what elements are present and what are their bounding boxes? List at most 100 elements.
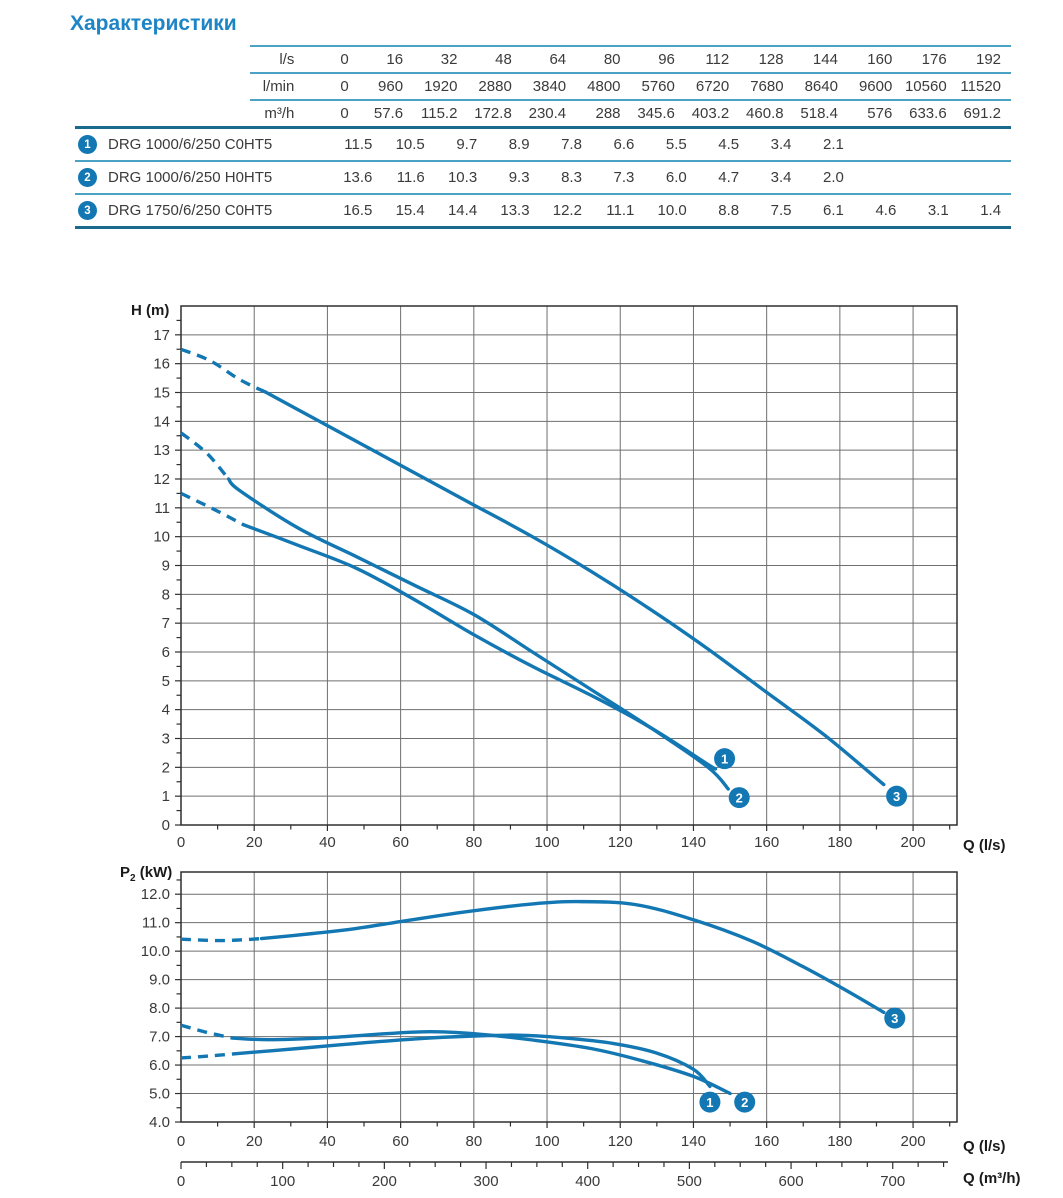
y-tick-label: 6 <box>162 644 170 661</box>
pump-row: 3 DRG 1750/6/250 C0HT5 16.5 15.4 14.4 13.3 12.… <box>75 193 1011 226</box>
pump-model-text: DRG 1000/6/250 C0HT5 <box>108 136 273 153</box>
unit-value: 8640 <box>793 72 848 99</box>
flow-axis-title-ls-top: Q (l/s) <box>963 837 1006 854</box>
pump-name: 2 DRG 1000/6/250 H0HT5 <box>75 168 330 187</box>
head-chart: 0 20 40 60 80 100 120 140 160 180 2000123456789101… <box>153 305 958 851</box>
unit-value: 160 <box>847 45 903 72</box>
y-tick-label: 11 <box>154 500 170 517</box>
unit-value: 172.8 <box>467 99 522 126</box>
y-tick-label: 3 <box>162 731 170 748</box>
unit-value: 4800 <box>576 72 631 99</box>
x-tick-label: 0 <box>177 1133 185 1150</box>
x2-tick-label: 500 <box>677 1173 702 1190</box>
head-value: 15.4 <box>395 202 425 219</box>
x-tick-label: 100 <box>535 834 560 851</box>
x2-tick-label: 400 <box>575 1173 600 1190</box>
y-tick-label: 5 <box>162 673 170 690</box>
unit-value: 128 <box>739 45 794 72</box>
unit-label: l/s <box>250 45 305 72</box>
x-tick-label: 160 <box>754 834 779 851</box>
unit-value: 144 <box>793 45 848 72</box>
flow-axis-title-ls-bottom: Q (l/s) <box>963 1138 1006 1155</box>
head-value: 10.5 <box>395 136 425 153</box>
curve-marker-label: 2 <box>736 790 743 805</box>
unit-value: 16 <box>358 45 414 72</box>
unit-value: 518.4 <box>793 99 848 126</box>
curve-1-dashed <box>180 491 244 527</box>
pump-name: 1 DRG 1000/6/250 C0HT5 <box>75 135 330 154</box>
head-value: 4.7 <box>718 169 740 186</box>
head-value: 8.3 <box>561 169 582 186</box>
y-tick-label: 9 <box>162 558 170 575</box>
head-value: 4.6 <box>875 202 897 219</box>
x-tick-label: 20 <box>246 834 263 851</box>
unit-value: 633.6 <box>902 99 957 126</box>
head-value: 12.2 <box>552 202 582 219</box>
unit-value: 115.2 <box>413 99 468 126</box>
curve-3 <box>263 390 886 787</box>
unit-value: 48 <box>467 45 522 72</box>
x-tick-label: 120 <box>608 1133 633 1150</box>
curve-1-dashed <box>180 1052 237 1060</box>
x-tick-label: 160 <box>754 1133 779 1150</box>
characteristics-table: l/s 0 16 32 48 64 80 96 112 128 144 160 176 192 l/min 0… <box>75 45 1012 229</box>
x-tick-label: 200 <box>901 834 926 851</box>
y-tick-label: 12 <box>153 471 170 488</box>
y-tick-label: 13 <box>153 442 170 459</box>
curve-1 <box>234 1033 712 1089</box>
pump-model-text: DRG 1750/6/250 C0HT5 <box>108 202 273 219</box>
x2-tick-label: 0 <box>177 1173 185 1190</box>
unit-value: 288 <box>576 99 631 126</box>
pump-number-badge-1: 1 <box>78 135 97 154</box>
x-tick-label: 60 <box>392 1133 409 1150</box>
curve-marker-label: 1 <box>706 1095 713 1110</box>
unit-value: 96 <box>630 45 685 72</box>
unit-value: 691.2 <box>956 99 1012 126</box>
head-value: 3.1 <box>927 202 949 219</box>
x-tick-label: 100 <box>535 1133 560 1150</box>
pump-row: 1 DRG 1000/6/250 C0HT5 11.5 10.5 9.7 8.9 7.8 6.… <box>75 126 1011 160</box>
curve-marker-label: 2 <box>741 1095 748 1110</box>
unit-value: 192 <box>956 45 1012 72</box>
page-title: Характеристики <box>70 12 237 35</box>
x-tick-label: 180 <box>827 834 852 851</box>
y-tick-label: 9.0 <box>149 972 170 989</box>
head-axis-title: H (m) <box>131 302 169 319</box>
curve-2-dashed <box>179 431 230 481</box>
y-tick-label: 8 <box>162 586 170 603</box>
unit-value: 0 <box>304 99 359 126</box>
unit-value: 9600 <box>847 72 903 99</box>
unit-value: 0 <box>304 45 359 72</box>
unit-row: l/s 0 16 32 48 64 80 96 112 128 144 160 176 192 <box>75 45 1012 72</box>
unit-value: 10560 <box>902 72 957 99</box>
x-tick-label: 140 <box>681 834 706 851</box>
unit-value: 345.6 <box>630 99 685 126</box>
unit-value: 0 <box>304 72 359 99</box>
head-value: 14.4 <box>447 202 478 219</box>
y-tick-label: 7.0 <box>149 1029 170 1046</box>
head-value: 8.9 <box>508 136 530 153</box>
curve-marker-2 <box>728 787 750 809</box>
unit-value: 403.2 <box>684 99 740 126</box>
y-tick-label: 10.0 <box>141 943 170 960</box>
head-value: 16.5 <box>343 202 373 219</box>
y-tick-label: 17 <box>153 327 170 344</box>
head-value: 10.3 <box>447 169 478 186</box>
unit-value: 11520 <box>956 72 1012 99</box>
unit-value: 57.6 <box>358 99 414 126</box>
y-tick-label: 8.0 <box>149 1000 170 1017</box>
unit-value: 64 <box>521 45 577 72</box>
head-value: 11.5 <box>344 136 373 153</box>
pump-number-badge-2: 2 <box>78 168 97 187</box>
y-tick-label: 2 <box>162 759 170 776</box>
unit-value: 176 <box>902 45 957 72</box>
y-tick-label: 5.0 <box>149 1086 170 1103</box>
curve-3-dashed <box>180 936 262 943</box>
power-axis-title-sub: 2 <box>130 873 136 884</box>
curve-2 <box>230 1030 732 1096</box>
flow-axis-title-m3h: Q (m³/h) <box>963 1170 1021 1187</box>
curve-marker-3 <box>884 1007 906 1029</box>
x-tick-label: 80 <box>465 1133 482 1150</box>
